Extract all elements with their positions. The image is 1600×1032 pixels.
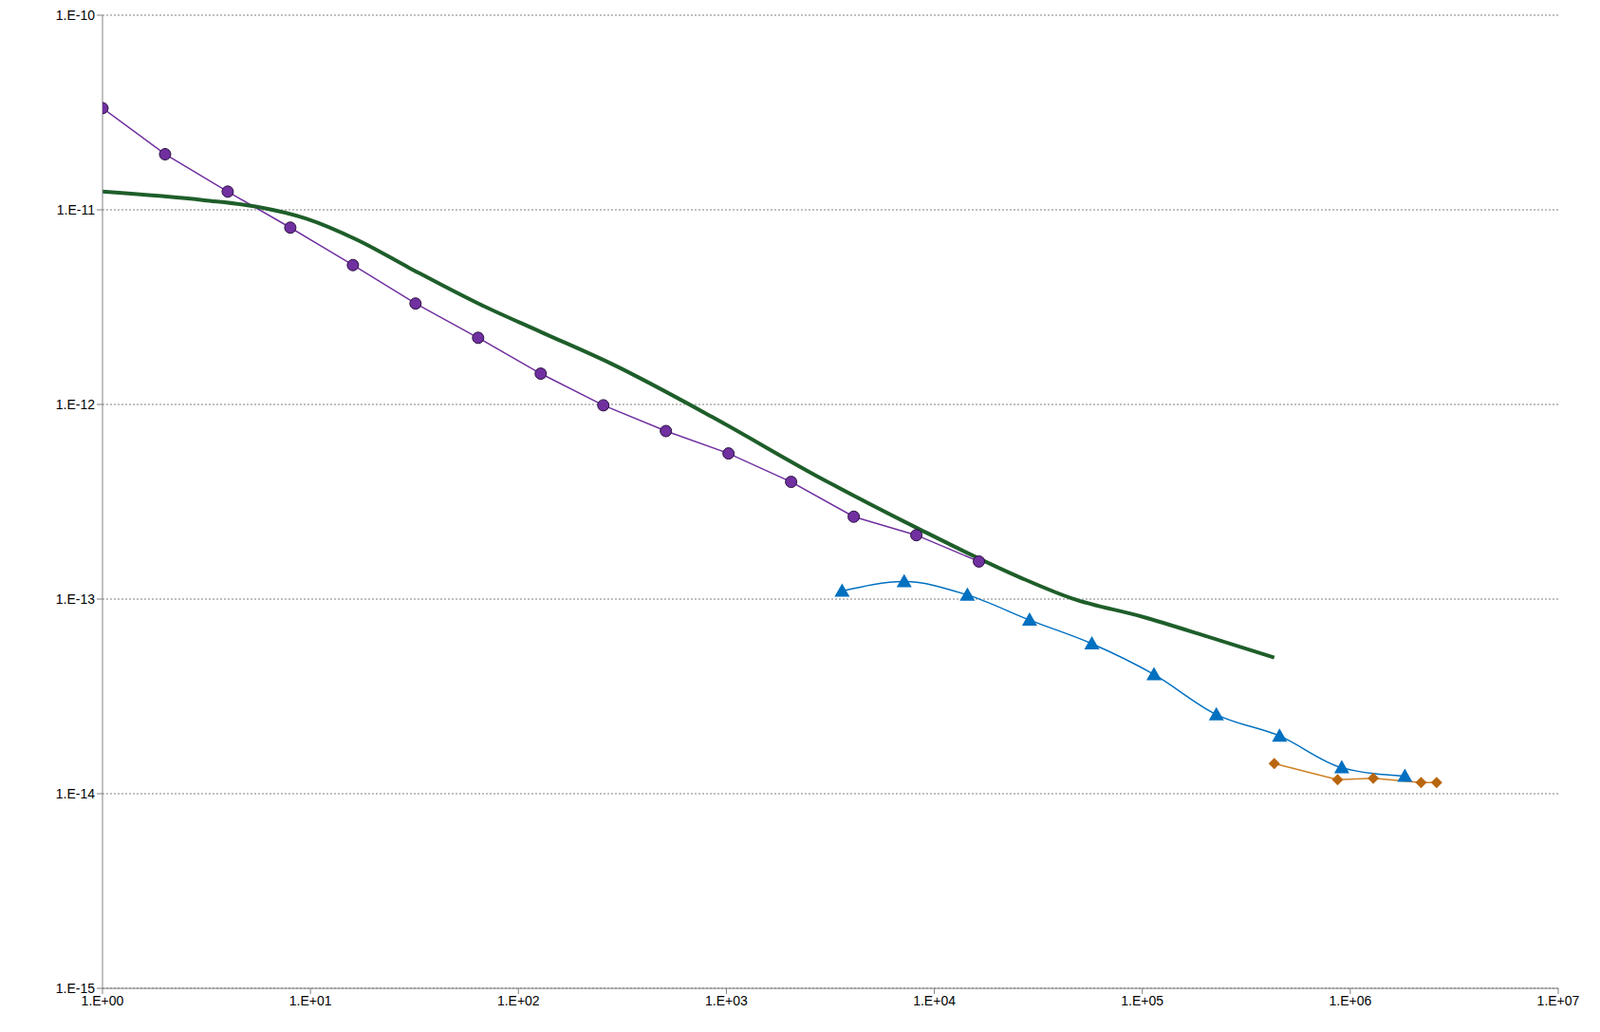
svg-text:1.E+05: 1.E+05: [1120, 992, 1164, 1008]
svg-text:1.E-15: 1.E-15: [55, 980, 95, 996]
svg-text:1.E-10: 1.E-10: [55, 7, 95, 23]
svg-text:1.E+00: 1.E+00: [81, 992, 124, 1008]
svg-text:1.E+06: 1.E+06: [1328, 992, 1372, 1008]
svg-text:1.E+01: 1.E+01: [289, 992, 333, 1008]
svg-text:1.E+04: 1.E+04: [912, 992, 956, 1008]
svg-text:1.E-13: 1.E-13: [55, 591, 95, 607]
svg-text:1.E-11: 1.E-11: [56, 202, 95, 218]
svg-text:1.E+07: 1.E+07: [1537, 992, 1581, 1008]
svg-text:1.E-12: 1.E-12: [55, 396, 95, 412]
svg-text:1.E-14: 1.E-14: [55, 785, 95, 801]
svg-text:1.E+03: 1.E+03: [705, 992, 748, 1008]
svg-text:1.E+02: 1.E+02: [497, 992, 540, 1008]
